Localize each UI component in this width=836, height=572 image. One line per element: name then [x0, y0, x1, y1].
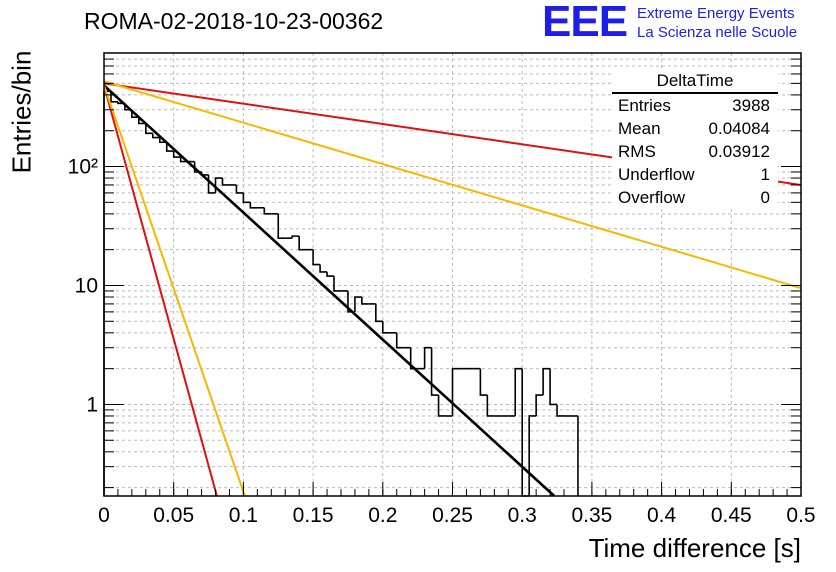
histogram-bin — [103, 90, 111, 496]
histogram-bin — [437, 395, 446, 417]
stats-row-underflow: Underflow 1 — [612, 163, 778, 186]
stats-row-overflow: Overflow 0 — [612, 186, 778, 209]
histogram-bin — [312, 249, 321, 266]
fit-line — [104, 80, 801, 290]
stats-value: 1 — [760, 165, 770, 184]
stats-value: 0 — [760, 188, 770, 207]
histogram-bin — [249, 202, 258, 209]
x-tick-label: 0.05 — [153, 504, 194, 527]
x-tick-label: 0.4 — [647, 504, 677, 527]
fit-line — [104, 84, 556, 496]
x-tick-label: 0.3 — [508, 504, 537, 527]
histogram-bin — [382, 321, 390, 334]
chart-title: ROMA-02-2018-10-23-00362 — [84, 8, 384, 34]
stats-label: Mean — [618, 119, 661, 138]
histogram-bin — [514, 367, 523, 416]
histogram-bin — [151, 133, 160, 139]
y-tick-label: 1 — [86, 393, 98, 416]
x-tick-label: 0.5 — [786, 504, 815, 527]
fit-lines — [104, 80, 801, 496]
stats-label: Entries — [618, 96, 671, 115]
histogram-bin — [319, 264, 328, 273]
y-tick-label: 10 — [75, 274, 98, 297]
x-tick-labels: 0 0.05 0.1 0.15 0.2 0.25 0.3 0.35 0.4 0.45 0.5 — [98, 504, 815, 527]
x-tick-label: 0.25 — [432, 504, 473, 527]
histogram-bin — [451, 367, 460, 416]
histogram-bin — [298, 236, 307, 251]
tagline-line-1: Extreme Energy Events — [637, 5, 795, 22]
histogram-bin — [221, 178, 230, 186]
stats-row-mean: Mean 0.04084 — [612, 117, 778, 140]
histogram-bin — [375, 303, 383, 323]
axis-ticks — [103, 52, 802, 496]
fit-line — [104, 85, 218, 496]
histogram-bin — [333, 276, 341, 292]
stats-label: Underflow — [618, 165, 695, 184]
fit-line — [104, 85, 246, 496]
stats-title: DeltaTime — [612, 70, 778, 94]
stats-box: DeltaTime Entries 3988 Mean 0.04084 RMS … — [612, 70, 778, 209]
histogram-bin — [361, 297, 369, 305]
stats-label: Overflow — [618, 188, 686, 207]
x-tick-label: 0.35 — [571, 504, 612, 527]
histogram-bin — [179, 157, 188, 163]
histogram-bin — [326, 271, 335, 277]
y-tick-label: 10² — [68, 156, 98, 179]
histogram-bin — [486, 395, 495, 417]
histogram-bin — [521, 368, 530, 497]
stats-label: RMS — [618, 142, 656, 161]
x-axis-label: Time difference [s] — [588, 533, 801, 563]
logo-tagline: Extreme Energy Events La Scienza nelle S… — [637, 4, 797, 42]
histogram-bin — [138, 117, 146, 125]
x-tick-label: 0 — [98, 504, 110, 527]
stats-value: 0.03912 — [708, 142, 770, 161]
stats-value: 3988 — [732, 96, 770, 115]
y-axis-label: Entries/bin — [6, 50, 37, 174]
histogram-bin — [172, 151, 181, 158]
histogram-bin — [556, 404, 565, 417]
eee-logo: EEE — [542, 0, 628, 46]
stats-value: 0.04084 — [708, 119, 770, 138]
histogram-bin — [423, 346, 432, 369]
grid-lines — [104, 52, 801, 496]
histogram-bin — [479, 368, 488, 396]
histogram-bin — [542, 367, 551, 396]
histogram-bin — [528, 415, 537, 496]
y-tick-labels: 1 10 10² — [68, 156, 98, 417]
x-tick-label: 0.2 — [368, 504, 397, 527]
stats-row-rms: RMS 0.03912 — [612, 140, 778, 163]
histogram-bin — [165, 142, 174, 152]
x-tick-label: 0.15 — [293, 504, 334, 527]
stats-row-entries: Entries 3988 — [612, 94, 778, 117]
histogram-bin — [430, 347, 439, 396]
histogram-bin — [235, 184, 244, 194]
histogram-bin — [263, 207, 272, 215]
x-tick-label: 0.45 — [711, 504, 752, 527]
histogram-bin — [354, 296, 362, 312]
tagline-line-2: La Scienza nelle Scuole — [637, 24, 798, 41]
x-tick-label: 0.1 — [229, 504, 258, 527]
histogram-bin — [277, 213, 286, 239]
histogram-bin — [549, 368, 558, 406]
histogram-bin — [535, 394, 544, 416]
histogram-bin — [242, 192, 251, 204]
histogram-bin — [291, 235, 300, 239]
histogram-bin — [145, 123, 153, 135]
histogram-bin — [395, 332, 404, 349]
